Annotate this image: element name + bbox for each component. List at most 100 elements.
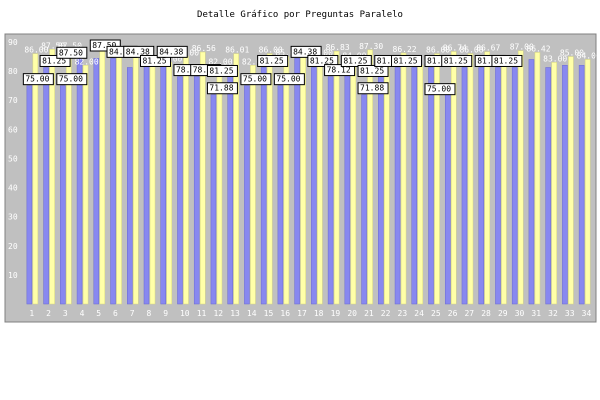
data-label-box: [206, 82, 238, 95]
data-label: 81.25: [394, 56, 418, 65]
x-tick-label: 10: [180, 309, 190, 318]
data-label-box: [357, 82, 389, 95]
data-label-box: [424, 83, 456, 96]
data-label-series-2: 86.56: [192, 44, 216, 53]
data-label-box: [89, 39, 121, 52]
data-label: 78.12: [176, 66, 200, 75]
data-label-series-2: 86.83: [326, 43, 350, 52]
data-label: 81.25: [360, 66, 384, 75]
bar-series-1-cat-28: [478, 67, 484, 305]
x-tick-label: 12: [213, 309, 223, 318]
bar-series-1-cat-34: [578, 65, 585, 305]
x-tick-label: 34: [582, 309, 592, 318]
bar-series-2-cat-25: [434, 53, 440, 305]
x-tick-label: 28: [481, 309, 491, 318]
data-label-series-2: 87.50: [41, 41, 65, 50]
bar-series-1-cat-22: [378, 67, 384, 305]
data-label-box: [307, 54, 339, 67]
data-label-series-2: 87.30: [359, 42, 383, 51]
x-tick-label: 8: [147, 309, 152, 318]
x-tick-label: 30: [515, 309, 525, 318]
data-label-series-2: 86.00: [459, 46, 483, 55]
bar-series-2-cat-32: [551, 62, 557, 305]
data-label-series-2: 86.01: [225, 46, 249, 55]
bar-series-1-cat-15: [260, 67, 267, 305]
data-label-series-2: 86.00: [24, 46, 48, 55]
bar-series-1-cat-16: [277, 85, 284, 305]
bar-series-2-cat-24: [417, 65, 424, 305]
data-label-series-2: 86.00: [426, 46, 450, 55]
bar-series-1-cat-13: [227, 67, 233, 305]
bar-series-1-cat-23: [394, 67, 401, 305]
data-label-box: [273, 73, 305, 86]
data-label: 87.50: [92, 41, 116, 50]
data-label-series-2: 84.00: [577, 51, 600, 60]
data-label: 75.00: [243, 75, 267, 84]
bar-series-2-cat-27: [467, 53, 474, 305]
data-label-series-2: 87.00: [510, 43, 534, 52]
y-tick-label: 30: [8, 213, 18, 222]
x-tick-label: 23: [398, 309, 408, 318]
data-label-box: [340, 54, 372, 67]
x-tick-label: 33: [565, 309, 575, 318]
bar-series-1-cat-11: [193, 76, 200, 305]
x-tick-label: 32: [548, 309, 558, 318]
x-tick-label: 14: [247, 309, 257, 318]
data-label-series-2: 82.00: [75, 57, 99, 66]
data-label: 81.25: [343, 56, 367, 65]
y-tick-label: 20: [8, 242, 18, 251]
data-label-box: [391, 54, 423, 67]
bar-series-1-cat-32: [545, 67, 551, 305]
x-tick-label: 16: [280, 309, 290, 318]
data-label: 84.38: [293, 47, 317, 56]
x-tick-label: 4: [80, 309, 85, 318]
x-tick-label: 19: [331, 309, 341, 318]
bar-series-2-cat-2: [49, 49, 55, 305]
data-label: 75.00: [25, 75, 49, 84]
bar-series-1-cat-29: [495, 67, 501, 305]
y-tick-label: 60: [8, 125, 18, 134]
bar-series-2-cat-12: [216, 65, 223, 305]
x-tick-label: 31: [531, 309, 541, 318]
data-label-series-2: 86.74: [443, 43, 467, 52]
data-label-box: [324, 64, 356, 77]
data-label: 71.88: [360, 84, 384, 93]
data-label: 75.00: [427, 85, 451, 94]
bar-series-1-cat-20: [344, 67, 351, 305]
bar-series-1-cat-25: [428, 67, 434, 305]
bar-series-2-cat-10: [183, 56, 189, 305]
y-tick-label: 90: [8, 38, 18, 47]
bar-series-2-cat-23: [400, 52, 407, 305]
y-tick-label: 50: [8, 154, 18, 163]
bar-series-2-cat-30: [517, 50, 524, 305]
chart-title: Detalle Gráfico por Preguntas Paralelo: [197, 10, 403, 20]
bar-series-1-cat-1: [26, 85, 33, 305]
data-label-series-2: 82.00: [208, 57, 232, 66]
data-label-box: [357, 64, 389, 77]
data-label-box: [240, 73, 272, 86]
x-tick-label: 1: [29, 309, 34, 318]
bar-series-2-cat-13: [233, 53, 239, 305]
data-label: 78.12: [327, 66, 351, 75]
data-label-series-2: 86.67: [476, 44, 500, 53]
bar-series-1-cat-27: [461, 67, 468, 305]
bar-series-1-cat-17: [294, 58, 300, 305]
data-label: 75.00: [276, 75, 300, 84]
data-label: 87.50: [59, 48, 83, 57]
data-label-box: [22, 73, 54, 86]
x-tick-label: 26: [448, 309, 458, 318]
data-label: 71.88: [209, 84, 233, 93]
x-tick-label: 3: [63, 309, 68, 318]
data-label-series-2: 85.00: [560, 49, 584, 58]
data-label-box: [257, 54, 289, 67]
data-label-series-2: 87.50: [58, 41, 82, 50]
bar-series-1-cat-33: [562, 65, 568, 305]
data-label-box: [139, 54, 171, 67]
x-tick-label: 25: [431, 309, 441, 318]
data-label: 75.00: [59, 75, 83, 84]
x-tick-label: 11: [197, 309, 207, 318]
bar-series-1-cat-26: [444, 85, 451, 305]
x-tick-label: 22: [381, 309, 391, 318]
bar-series-1-cat-8: [143, 58, 150, 305]
